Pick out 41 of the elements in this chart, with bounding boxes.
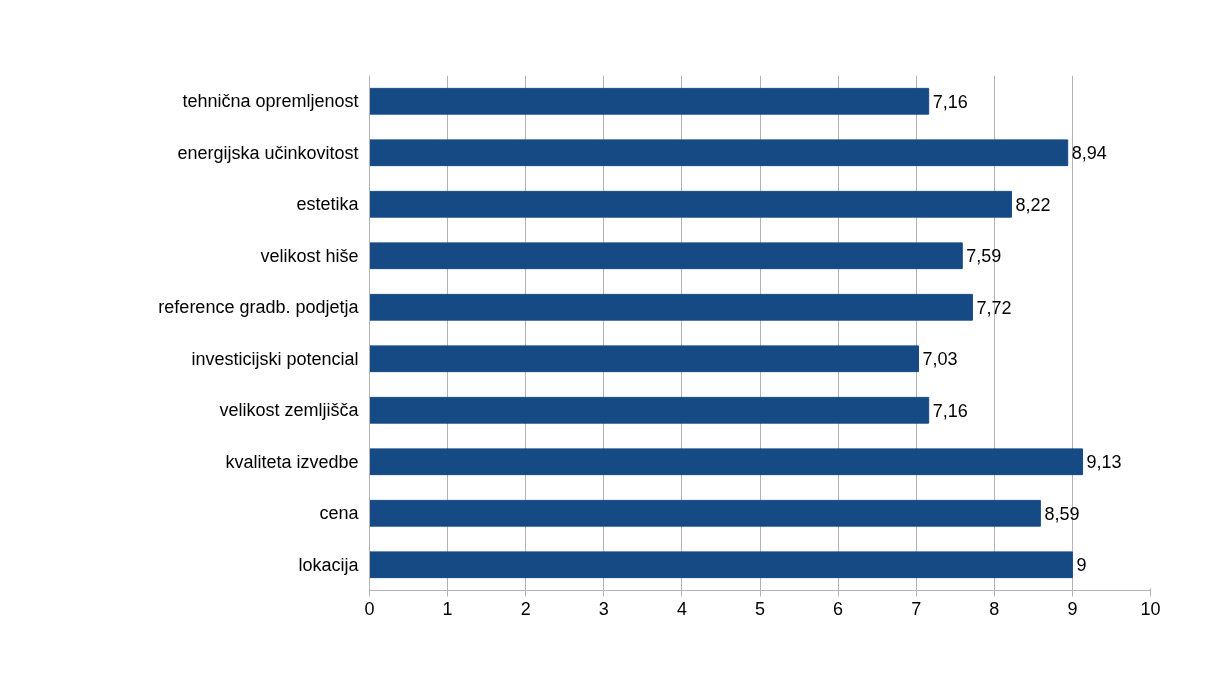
y-tick-label: investicijski potencial bbox=[191, 348, 359, 369]
y-tick-label: velikost hiše bbox=[260, 245, 359, 266]
bar bbox=[369, 293, 973, 321]
data-label: 7,03 bbox=[922, 349, 958, 370]
x-tick-label: 2 bbox=[520, 598, 531, 619]
x-tick-label: 8 bbox=[989, 598, 1000, 619]
y-tick-label: cena bbox=[319, 503, 360, 524]
x-tick-label: 5 bbox=[754, 598, 766, 619]
bar bbox=[369, 242, 963, 270]
data-label: 9,13 bbox=[1086, 452, 1122, 473]
bar bbox=[369, 551, 1073, 579]
y-tick-label: estetika bbox=[296, 194, 360, 215]
bar bbox=[369, 139, 1069, 167]
data-label: 7,16 bbox=[932, 400, 968, 421]
bar bbox=[369, 87, 930, 115]
data-label: 7,72 bbox=[976, 297, 1012, 318]
y-tick-label: lokacija bbox=[298, 554, 360, 575]
data-label: 9 bbox=[1076, 555, 1087, 576]
y-tick-label: reference gradb. podjetja bbox=[158, 297, 360, 318]
x-tick-label: 4 bbox=[676, 598, 687, 619]
y-tick-label: tehnična opremljenost bbox=[182, 91, 359, 112]
data-label: 8,22 bbox=[1015, 194, 1051, 215]
bar bbox=[369, 499, 1041, 527]
y-tick-label: velikost zemljišča bbox=[219, 400, 360, 421]
x-tick-label: 9 bbox=[1067, 598, 1078, 619]
data-label: 8,59 bbox=[1044, 503, 1080, 524]
data-label: 8,94 bbox=[1071, 143, 1107, 164]
y-tick-label: kvaliteta izvedbe bbox=[225, 451, 359, 472]
bar bbox=[369, 448, 1084, 476]
data-label: 7,16 bbox=[932, 91, 968, 112]
x-tick-label: 0 bbox=[364, 598, 375, 619]
data-label: 7,59 bbox=[966, 246, 1002, 267]
bar bbox=[369, 190, 1012, 218]
x-tick-label: 1 bbox=[442, 598, 453, 619]
y-tick-label: energijska učinkovitost bbox=[177, 142, 359, 163]
bar bbox=[369, 345, 920, 373]
x-tick-label: 10 bbox=[1140, 598, 1161, 619]
x-tick-label: 6 bbox=[833, 598, 844, 619]
x-tick-label: 3 bbox=[598, 598, 609, 619]
x-tick-label: 7 bbox=[911, 598, 922, 619]
bar bbox=[369, 396, 930, 424]
